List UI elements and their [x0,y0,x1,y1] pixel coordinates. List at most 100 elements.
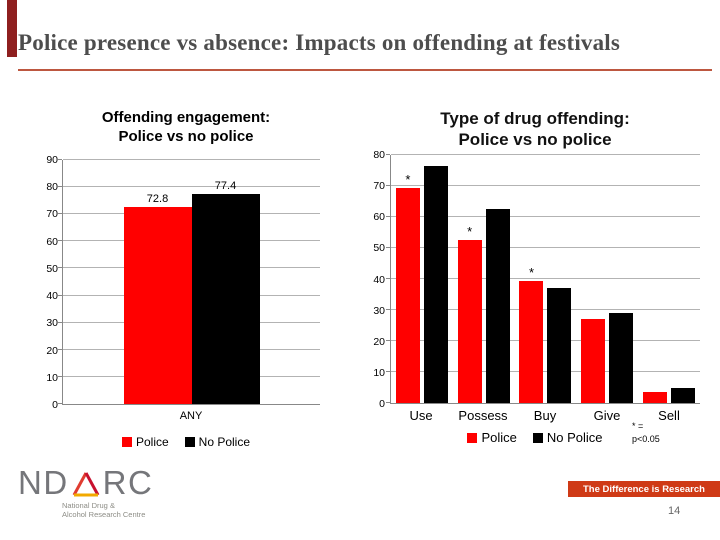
y-tick-label: 0 [379,398,385,410]
legend-marker [121,437,132,447]
chart-title-line2: Police vs no police [118,128,254,145]
bar-value-label: 77.4 [214,180,237,193]
logo-subtitle: National Drug & Alcohol Research Centre [62,501,153,519]
y-tick-mark [58,348,62,350]
gridline [391,371,700,372]
y-tick-label: 60 [373,211,385,224]
legend-item-police: Police [121,435,169,449]
logo-row: ND RC [18,464,154,501]
bar-group-sell [643,155,696,403]
logo-subtitle-line2: Alcohol Research Centre [62,510,146,519]
y-tick-mark [58,321,62,323]
y-tick-mark [386,278,390,279]
logo-subtitle-line1: National Drug & [62,501,115,510]
bar-wrap [485,155,510,403]
bar-wrap [643,155,668,403]
bar-police-buy [519,280,544,403]
bar-no-police-sell [671,387,696,403]
x-axis-labels: Use Possess Buy Give Sell [390,408,700,423]
bar-no-police-any [191,194,260,404]
gridline [63,159,320,160]
x-axis-labels: ANY [62,410,320,422]
bar-police-give [581,319,606,403]
gridline [391,309,700,310]
chart-offending-engagement: Offending engagement: Police vs no polic… [36,100,336,460]
chart-title-line1: Type of drug offending: [440,109,630,128]
x-category-label: Give [593,408,621,423]
accent-bar [7,0,17,57]
footer-banner: The Difference is Research [568,481,720,497]
plot-area: * * * [386,154,700,404]
y-tick-mark [386,371,390,372]
bar-wrap [581,155,606,403]
bar-wrap [609,155,634,403]
bar-no-police-possess [485,209,510,403]
legend-item-no-police: No Police [184,435,251,449]
bar-wrap: * [395,155,420,403]
legend-label: Police [135,435,169,449]
bar-no-police-use [423,165,448,403]
legend: Police No Police [36,435,336,449]
bar-wrap: * [519,155,544,403]
bar-police-any [123,206,192,404]
y-tick-mark [58,375,62,377]
legend-label: No Police [546,430,603,445]
x-category-label: Possess [458,408,508,423]
bar-wrap [547,155,572,403]
bar-no-police-buy [547,288,572,403]
y-tick-label: 40 [46,290,58,303]
gridline [391,154,700,155]
chart-title: Offending engagement: Police vs no polic… [36,108,336,146]
y-tick-label: 70 [373,180,385,193]
y-tick-label: 60 [46,235,58,248]
page-title: Police presence vs absence: Impacts on o… [18,30,621,55]
bar-group-give [581,155,634,403]
significance-asterisk: * [528,264,535,280]
legend-label: Police [481,430,517,445]
bar-police-sell [643,392,668,403]
y-tick-mark [386,154,390,155]
chart-title-line2: Police vs no police [458,130,612,149]
legend-label: No Police [198,435,251,449]
x-category-label: ANY [179,410,203,422]
gridline [391,185,700,186]
y-tick-mark [386,309,390,310]
x-category-label: Use [409,408,433,423]
significance-note-line1: * = [632,421,644,431]
logo-text-rc: RC [102,464,154,501]
y-tick-label: 50 [373,242,385,255]
y-tick-mark [58,159,62,160]
x-category-label: Sell [658,408,680,423]
bar-group-use: * [395,155,448,403]
y-tick-label: 40 [373,273,385,286]
bar-no-police-give [609,313,634,403]
bar-police-use [395,187,420,403]
y-tick-label: 30 [373,304,385,317]
gridline [391,278,700,279]
y-tick-label: 90 [46,154,58,166]
page-number: 14 [668,505,681,517]
significance-note-line2: p<0.05 [632,434,660,444]
bar-group-buy: * [519,155,572,403]
legend-item-no-police: No Police [532,430,603,445]
y-tick-label: 80 [373,149,385,161]
bar-wrap [423,155,448,403]
y-tick-label: 20 [46,344,58,357]
bar-value-label: 72.8 [146,192,169,205]
y-tick-label: 50 [46,262,58,275]
chart-title-line1: Offending engagement: [101,109,271,126]
title-underline [18,69,712,71]
y-tick-mark [386,340,390,341]
bar-groups: * * * [391,155,700,403]
chart-drug-offending-type: Type of drug offending: Police vs no pol… [360,100,710,460]
y-tick-mark [386,402,390,403]
chart-title: Type of drug offending: Police vs no pol… [360,108,710,150]
y-tick-mark [58,403,62,404]
legend-marker [467,432,478,443]
logo-triangle-icon [72,472,99,497]
y-tick-label: 10 [46,371,58,384]
gridline [63,186,320,188]
y-tick-mark [58,267,62,269]
legend-marker [184,437,195,447]
